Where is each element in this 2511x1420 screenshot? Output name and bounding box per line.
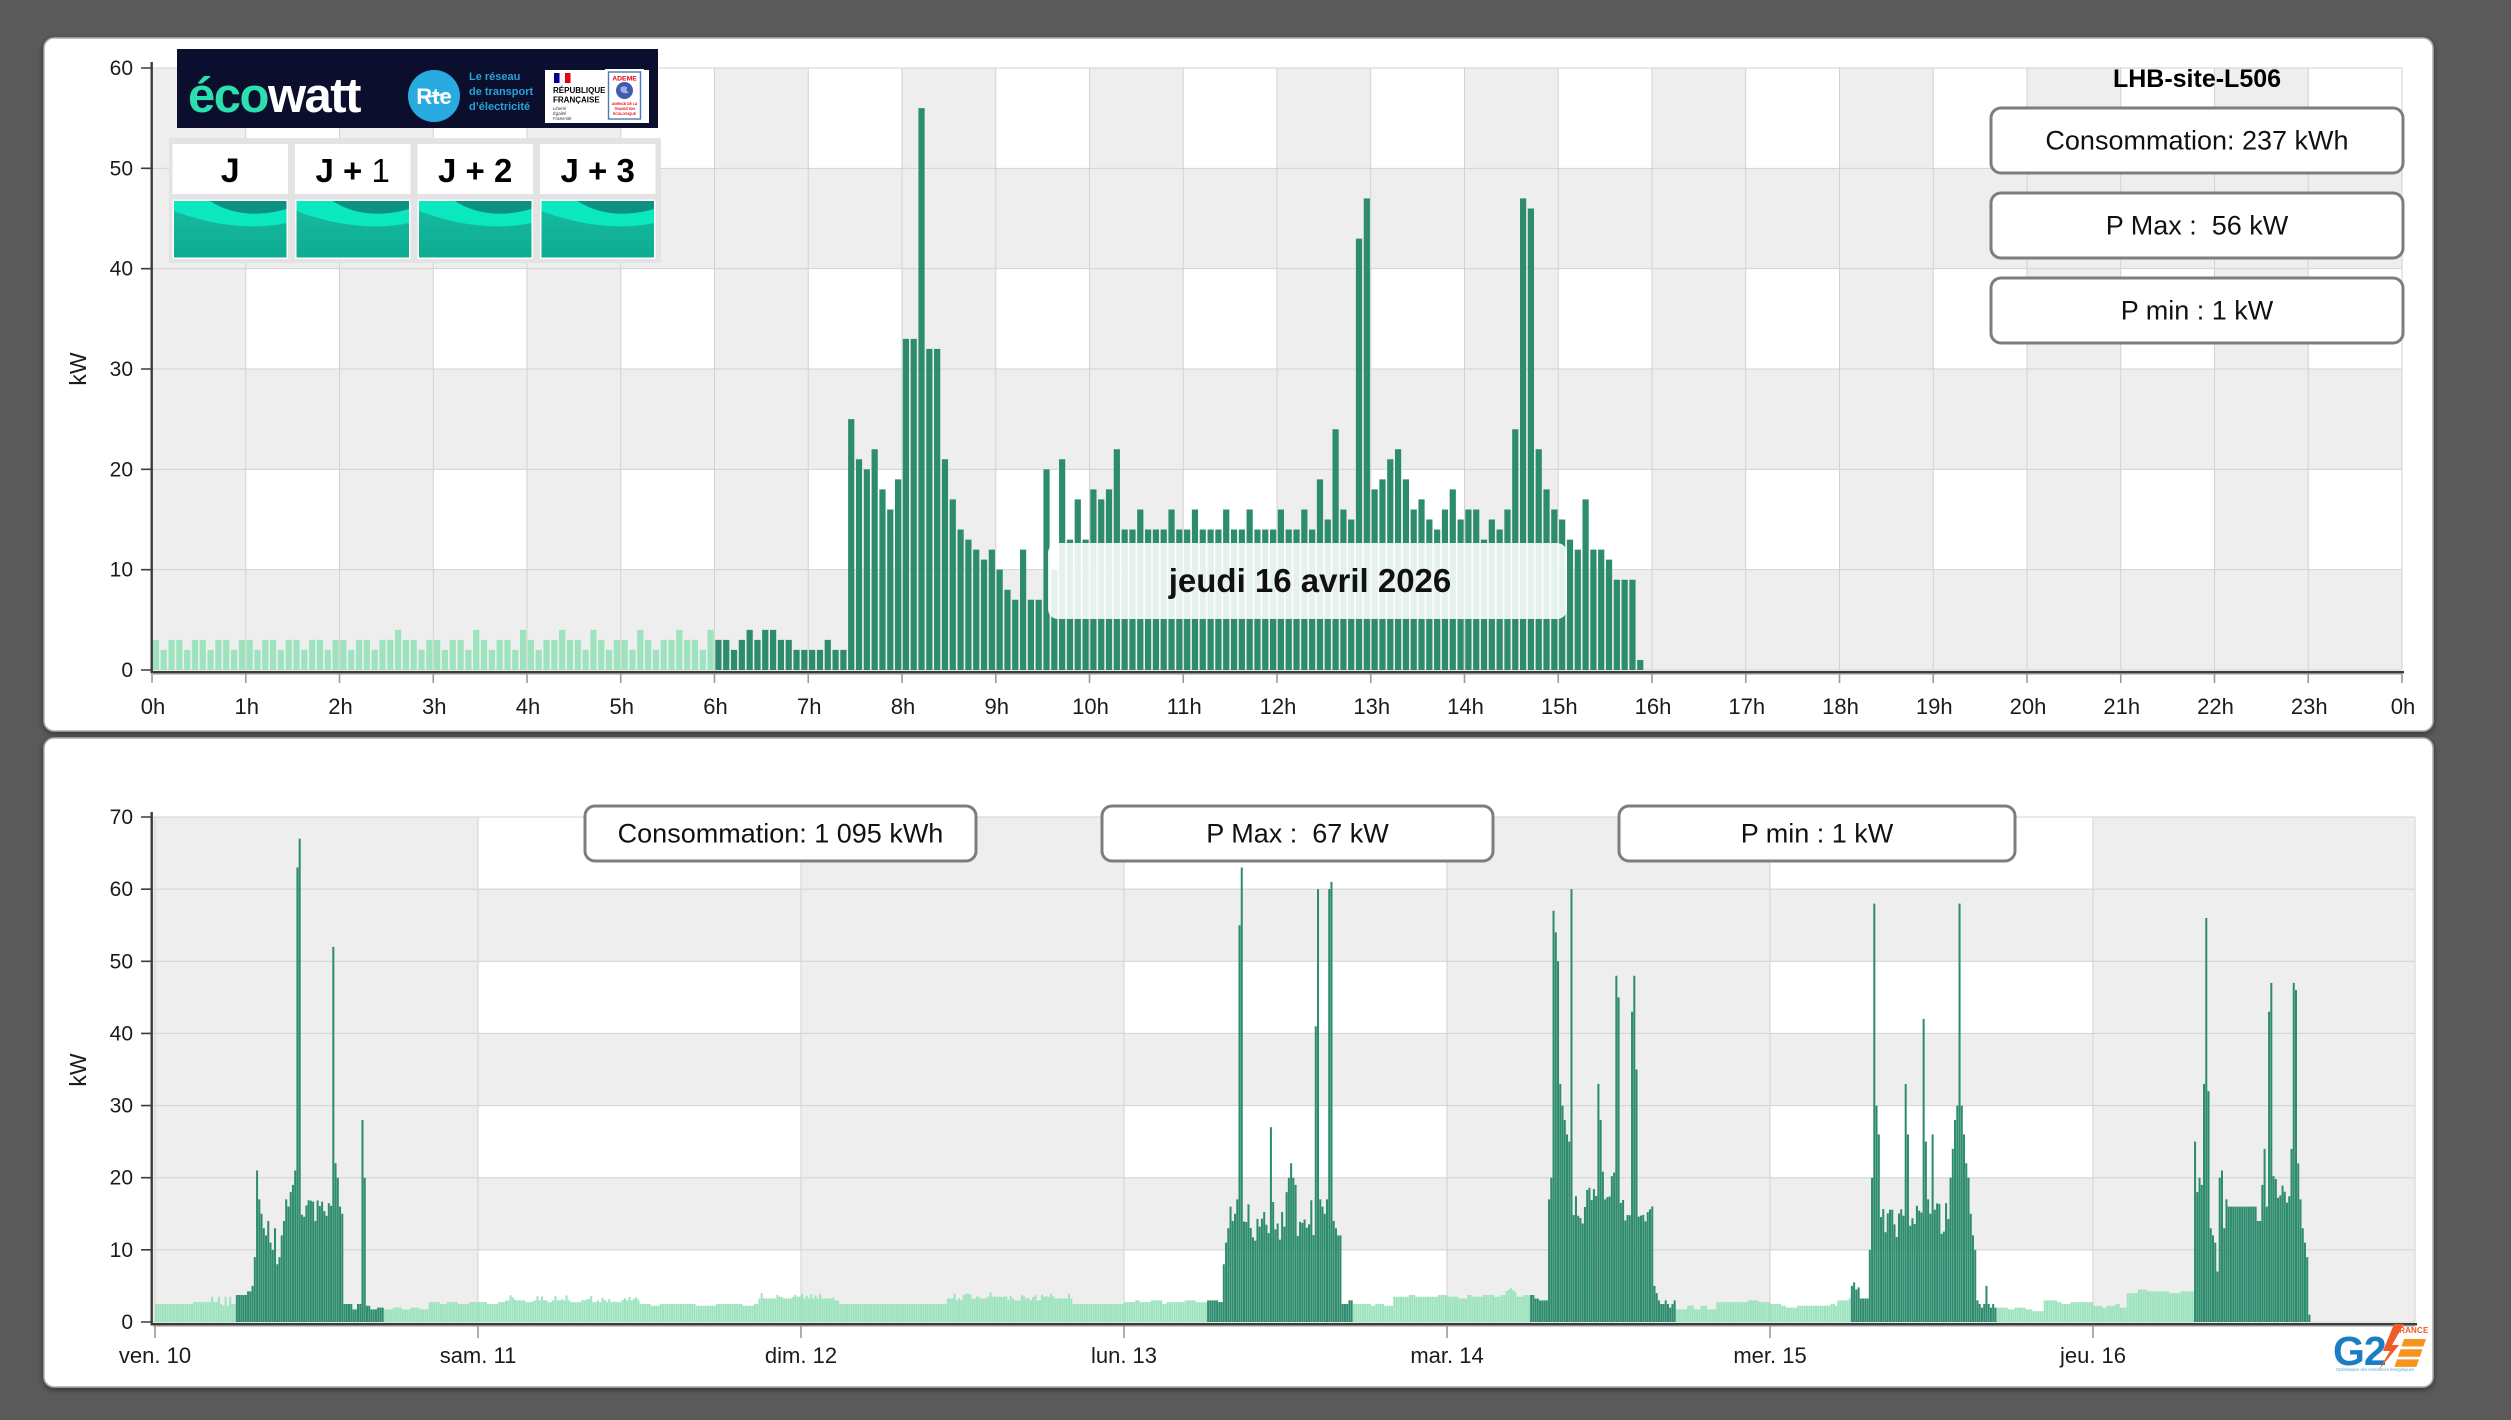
svg-text:G2: G2 (2333, 1328, 2386, 1374)
svg-text:3h: 3h (422, 694, 446, 719)
svg-text:RÉPUBLIQUE: RÉPUBLIQUE (553, 86, 606, 95)
svg-text:ven. 10: ven. 10 (119, 1343, 191, 1368)
svg-text:Égalité: Égalité (553, 111, 567, 116)
svg-text:50: 50 (110, 950, 133, 973)
svg-text:mar. 14: mar. 14 (1410, 1343, 1483, 1368)
svg-text:11h: 11h (1167, 694, 1202, 719)
svg-text:de transport: de transport (469, 86, 534, 98)
svg-text:Consommation: 237 kWh: Consommation: 237 kWh (2045, 126, 2348, 156)
svg-text:lun. 13: lun. 13 (1091, 1343, 1157, 1368)
svg-text:40: 40 (110, 258, 133, 281)
svg-text:60: 60 (110, 878, 133, 901)
svg-text:20h: 20h (2010, 694, 2047, 719)
svg-text:J + 2: J + 2 (438, 152, 512, 189)
svg-text:Optimisation des ressources én: Optimisation des ressources énergétiques (2336, 1367, 2414, 1372)
svg-text:sam. 11: sam. 11 (440, 1343, 517, 1368)
svg-text:0h: 0h (141, 694, 165, 719)
svg-text:20: 20 (110, 1167, 133, 1190)
svg-text:4h: 4h (516, 694, 540, 719)
svg-text:mer. 15: mer. 15 (1733, 1343, 1806, 1368)
svg-text:J + 3: J + 3 (561, 152, 635, 189)
svg-text:P Max : 67 kW: P Max : 67 kW (1206, 819, 1389, 849)
svg-text:15h: 15h (1541, 694, 1578, 719)
svg-text:0h: 0h (2391, 694, 2415, 719)
svg-text:kW: kW (65, 1053, 91, 1087)
svg-text:21h: 21h (2103, 694, 2140, 719)
svg-text:ÉCOLOGIQUE: ÉCOLOGIQUE (613, 111, 637, 116)
svg-text:60: 60 (110, 57, 133, 80)
svg-text:Fraternité: Fraternité (553, 116, 572, 121)
svg-text:1h: 1h (235, 694, 259, 719)
svg-text:20: 20 (110, 458, 133, 481)
svg-text:Liberté: Liberté (553, 106, 567, 111)
svg-text:J: J (221, 152, 240, 190)
svg-text:16h: 16h (1635, 694, 1672, 719)
svg-text:P min : 1 kW: P min : 1 kW (2121, 296, 2274, 326)
svg-text:40: 40 (110, 1022, 133, 1045)
svg-text:30: 30 (110, 1095, 133, 1118)
svg-text:jeudi 16 avril 2026: jeudi 16 avril 2026 (1168, 562, 1452, 599)
svg-text:jeu. 16: jeu. 16 (2059, 1343, 2126, 1368)
svg-text:23h: 23h (2291, 694, 2328, 719)
svg-text:TRANSITION: TRANSITION (614, 107, 635, 111)
svg-text:17h: 17h (1728, 694, 1765, 719)
svg-text:10h: 10h (1072, 694, 1109, 719)
svg-text:19h: 19h (1916, 694, 1953, 719)
svg-text:9h: 9h (985, 694, 1009, 719)
svg-text:6h: 6h (703, 694, 727, 719)
svg-text:écowatt: écowatt (188, 69, 361, 123)
svg-text:5h: 5h (610, 694, 634, 719)
svg-text:7h: 7h (797, 694, 821, 719)
svg-text:LHB-site-L506: LHB-site-L506 (2113, 65, 2281, 93)
svg-text:AGENCE DE LA: AGENCE DE LA (612, 102, 638, 106)
svg-text:8h: 8h (891, 694, 915, 719)
svg-text:13h: 13h (1353, 694, 1390, 719)
svg-text:P Max : 56 kW: P Max : 56 kW (2106, 211, 2289, 241)
svg-text:FRANCE: FRANCE (2394, 1326, 2429, 1335)
svg-text:18h: 18h (1822, 694, 1859, 719)
svg-text:Le réseau: Le réseau (469, 71, 520, 83)
svg-text:dim. 12: dim. 12 (765, 1343, 837, 1368)
svg-text:P min : 1 kW: P min : 1 kW (1741, 819, 1894, 849)
svg-text:FRANÇAISE: FRANÇAISE (553, 96, 600, 105)
svg-text:kW: kW (65, 352, 91, 386)
svg-text:0: 0 (121, 659, 133, 682)
svg-text:0: 0 (121, 1311, 133, 1334)
svg-text:d’électricité: d’électricité (469, 101, 530, 113)
svg-text:10: 10 (110, 1239, 133, 1262)
svg-text:12h: 12h (1260, 694, 1297, 719)
svg-text:Consommation: 1 095 kWh: Consommation: 1 095 kWh (618, 819, 944, 849)
svg-text:50: 50 (110, 157, 133, 180)
svg-text:30: 30 (110, 358, 133, 381)
svg-text:ADEME: ADEME (612, 76, 637, 83)
svg-text:J + 1: J + 1 (316, 152, 390, 189)
svg-text:2h: 2h (328, 694, 352, 719)
svg-text:10: 10 (110, 559, 133, 582)
svg-text:14h: 14h (1447, 694, 1484, 719)
svg-text:22h: 22h (2197, 694, 2234, 719)
svg-text:70: 70 (110, 806, 133, 829)
